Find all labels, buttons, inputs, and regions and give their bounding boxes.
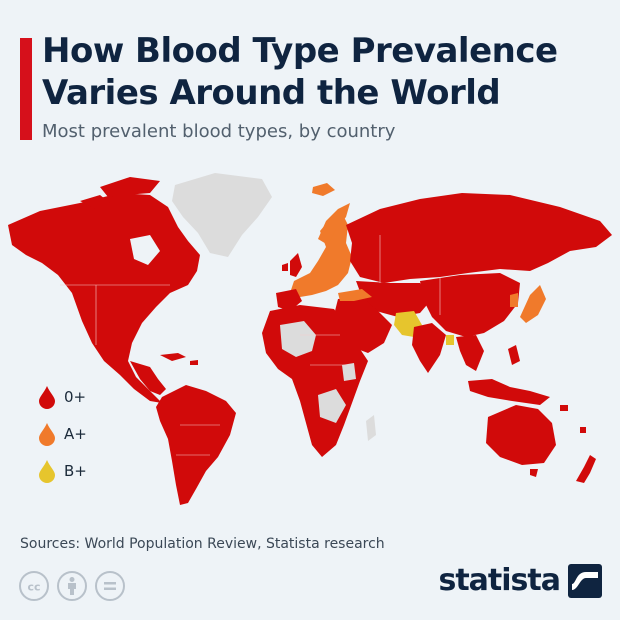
blood-drop-icon	[39, 385, 55, 409]
title-accent-bar	[20, 38, 32, 140]
china	[420, 273, 520, 337]
indonesia	[468, 379, 550, 405]
turkey	[338, 289, 372, 301]
statista-logo-icon	[568, 563, 602, 598]
hudson-bay	[130, 235, 160, 265]
sources-text: Sources: World Population Review, Statis…	[20, 536, 385, 552]
north-america	[8, 193, 200, 403]
caribbean	[160, 353, 198, 365]
blood-drop-icon	[39, 459, 55, 483]
cc-icon[interactable]: cc	[18, 570, 50, 602]
central-america	[130, 361, 166, 395]
page-subtitle: Most prevalent blood types, by country	[42, 121, 396, 142]
no-derivatives-icon[interactable]	[94, 570, 126, 602]
africa-no-data	[280, 321, 356, 423]
world-map	[8, 173, 612, 505]
greenland	[172, 173, 272, 257]
legend-label: B+	[64, 461, 87, 480]
russia	[346, 193, 612, 283]
arctic-islands	[80, 177, 160, 209]
iceland	[312, 183, 335, 196]
japan	[520, 285, 546, 323]
legend-item-o-positive: 0+	[38, 378, 87, 415]
new-zealand	[576, 455, 596, 483]
blood-drop-icon	[39, 422, 55, 446]
pacific-islands	[560, 405, 586, 433]
central-asia	[356, 281, 432, 317]
tasmania	[530, 469, 538, 477]
philippines	[508, 345, 520, 365]
legend-item-b-positive: B+	[38, 452, 87, 489]
legend-label: 0+	[64, 387, 87, 406]
bangladesh	[446, 335, 454, 345]
iberia	[276, 289, 302, 311]
license-icons: cc	[18, 570, 126, 602]
attribution-icon[interactable]	[56, 570, 88, 602]
southeast-asia	[456, 335, 484, 371]
korea	[510, 293, 518, 307]
svg-text:cc: cc	[27, 581, 40, 594]
uk-ireland	[282, 253, 302, 277]
statista-brand[interactable]: statista	[438, 563, 602, 598]
madagascar	[366, 415, 376, 441]
legend-label: A+	[64, 424, 87, 443]
brand-name: statista	[438, 563, 561, 598]
south-america	[156, 385, 236, 505]
india	[412, 323, 446, 373]
europe	[290, 213, 352, 297]
australia	[486, 405, 556, 465]
legend-item-a-positive: A+	[38, 415, 87, 452]
scandinavia	[318, 203, 350, 245]
page-title: How Blood Type Prevalence Varies Around …	[42, 31, 558, 113]
country-borders	[60, 235, 441, 456]
map-legend: 0+ A+ B+	[38, 378, 87, 489]
